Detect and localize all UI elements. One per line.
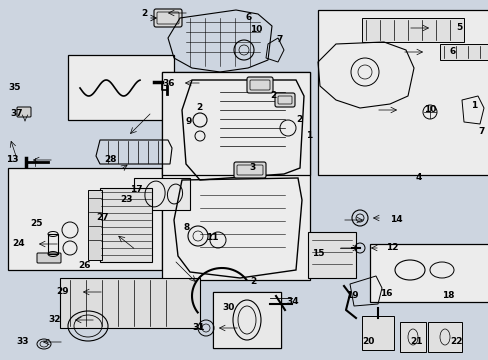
- Text: 28: 28: [104, 156, 116, 165]
- Text: 1: 1: [470, 102, 476, 111]
- FancyBboxPatch shape: [37, 253, 61, 263]
- Text: 18: 18: [441, 292, 453, 301]
- Text: 16: 16: [379, 289, 392, 298]
- Text: 23: 23: [120, 195, 132, 204]
- Text: 9: 9: [185, 117, 192, 126]
- Text: 2: 2: [295, 116, 302, 125]
- Bar: [100, 188, 152, 262]
- Text: 19: 19: [346, 292, 358, 301]
- FancyBboxPatch shape: [278, 96, 291, 104]
- Text: 20: 20: [361, 338, 374, 346]
- Bar: [213, 292, 281, 348]
- FancyBboxPatch shape: [17, 107, 31, 117]
- Text: 34: 34: [285, 297, 298, 306]
- Text: 35: 35: [8, 84, 20, 93]
- Text: 32: 32: [48, 315, 61, 324]
- Text: 30: 30: [222, 303, 234, 312]
- Text: 14: 14: [389, 216, 402, 225]
- Bar: [162, 72, 309, 280]
- Bar: [162, 72, 309, 175]
- Text: 27: 27: [96, 213, 108, 222]
- Text: 37: 37: [10, 109, 22, 118]
- Text: 29: 29: [56, 288, 68, 297]
- Text: 4: 4: [415, 174, 422, 183]
- Bar: [8, 168, 162, 270]
- Bar: [369, 244, 488, 302]
- Bar: [307, 232, 355, 278]
- Bar: [439, 44, 488, 60]
- Text: 8: 8: [183, 224, 190, 233]
- Text: 2: 2: [269, 91, 276, 100]
- FancyBboxPatch shape: [249, 80, 269, 90]
- Bar: [60, 278, 200, 328]
- Text: 2: 2: [196, 104, 202, 112]
- Text: 7: 7: [477, 127, 484, 136]
- Text: 1: 1: [305, 131, 312, 140]
- Bar: [48, 234, 58, 254]
- Text: 25: 25: [30, 220, 42, 229]
- FancyBboxPatch shape: [246, 77, 272, 93]
- Text: 10: 10: [423, 105, 435, 114]
- Text: 17: 17: [130, 185, 142, 194]
- Text: 6: 6: [449, 48, 455, 57]
- Text: 13: 13: [6, 156, 19, 165]
- Text: 22: 22: [449, 338, 462, 346]
- Text: 36: 36: [162, 78, 174, 87]
- Text: 5: 5: [455, 23, 461, 32]
- Text: 10: 10: [249, 26, 262, 35]
- Bar: [213, 292, 281, 348]
- Text: 24: 24: [12, 239, 24, 248]
- Text: 21: 21: [409, 338, 422, 346]
- Text: 2: 2: [249, 278, 256, 287]
- Text: 12: 12: [385, 243, 398, 252]
- Text: 3: 3: [248, 163, 255, 172]
- Text: 33: 33: [16, 338, 28, 346]
- FancyBboxPatch shape: [234, 162, 265, 178]
- Text: 2: 2: [141, 9, 147, 18]
- Bar: [361, 18, 463, 42]
- FancyBboxPatch shape: [274, 93, 294, 107]
- FancyBboxPatch shape: [237, 165, 263, 175]
- Bar: [134, 178, 190, 210]
- Bar: [68, 55, 174, 120]
- Text: 6: 6: [245, 13, 252, 22]
- Bar: [361, 316, 393, 350]
- Bar: [88, 190, 102, 260]
- Bar: [399, 322, 425, 352]
- Text: 26: 26: [78, 261, 90, 270]
- FancyBboxPatch shape: [157, 12, 179, 24]
- Bar: [427, 322, 461, 352]
- Text: 15: 15: [311, 249, 324, 258]
- Text: 11: 11: [205, 234, 218, 243]
- Text: 7: 7: [275, 36, 282, 45]
- Bar: [317, 10, 488, 175]
- FancyBboxPatch shape: [154, 9, 182, 27]
- Text: 31: 31: [192, 324, 204, 333]
